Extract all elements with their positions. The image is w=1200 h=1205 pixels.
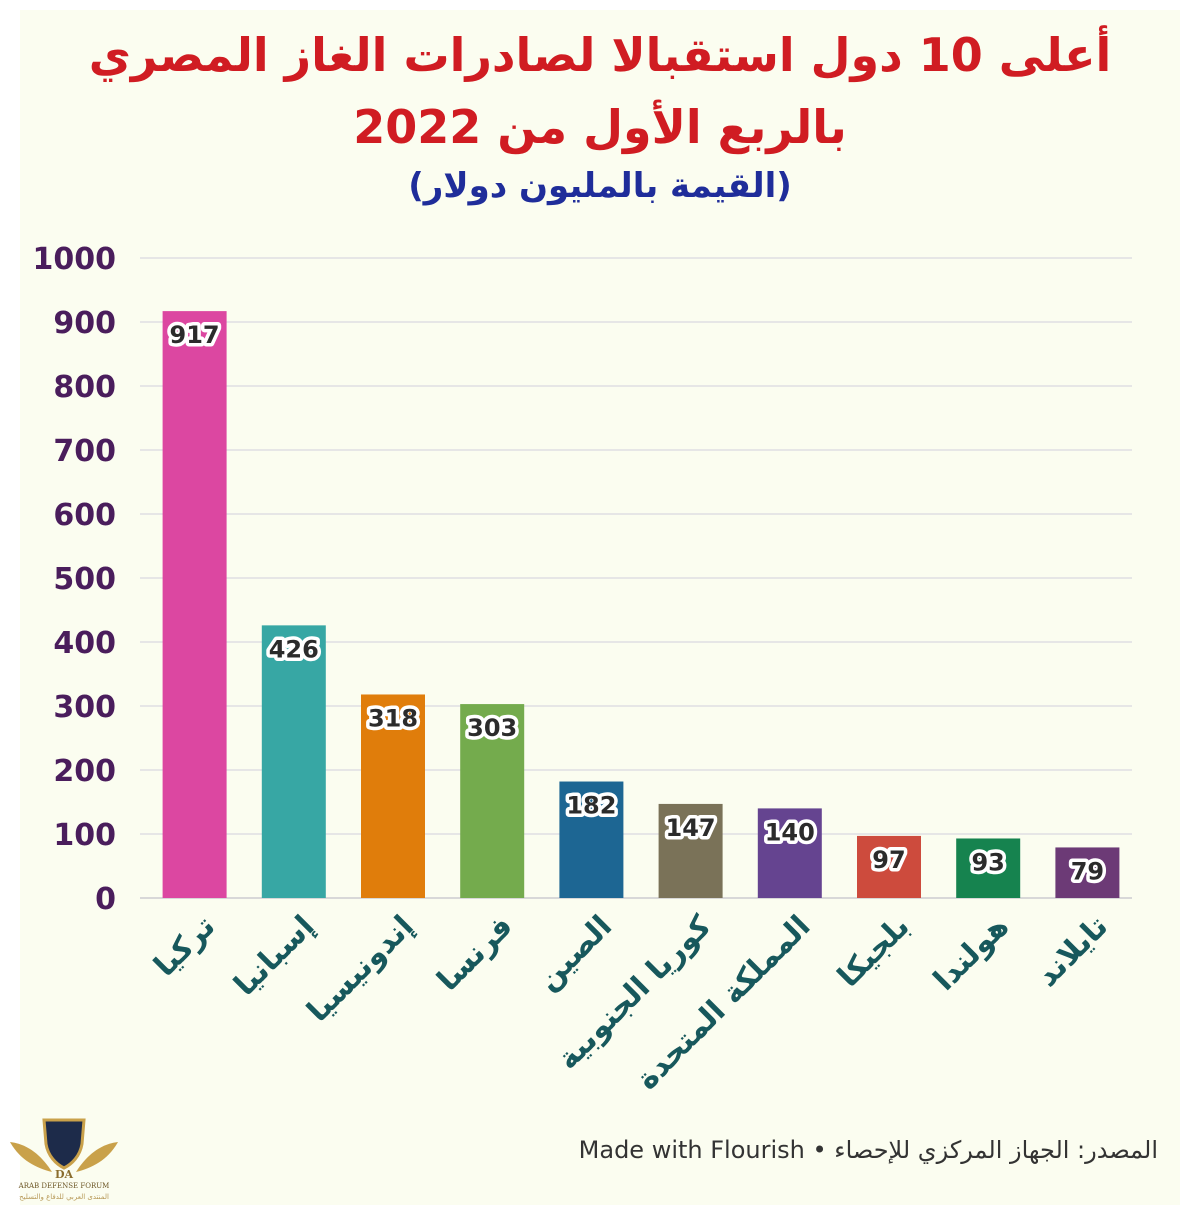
y-tick-label: 200 [53, 754, 116, 789]
x-tick-label: إندونيسيا [300, 909, 420, 1029]
y-tick-label: 500 [53, 562, 116, 597]
chart-footer: المصدر: الجهاز المركزي للإحصاء • Made wi… [579, 1136, 1158, 1164]
footer-separator: • [804, 1136, 835, 1164]
bar [956, 838, 1021, 898]
data-label-halo: 79 [1071, 857, 1104, 885]
data-label: 426 [269, 635, 319, 663]
x-tick-label: المملكة المتحدة [630, 909, 818, 1097]
logo-mark: DA [55, 1168, 74, 1181]
made-with-flourish-link[interactable]: Made with Flourish [578, 1136, 805, 1164]
y-tick-label: 400 [53, 626, 116, 661]
data-label: 97 [872, 846, 905, 874]
bar [261, 625, 326, 898]
data-label: 303 [467, 714, 517, 742]
x-tick-label: تركيا [147, 909, 222, 984]
x-tick-label: إسبانيا [227, 909, 321, 1003]
source-text: المصدر: الجهاز المركزي للإحصاء [834, 1136, 1158, 1164]
bar [361, 694, 425, 898]
bar [1055, 847, 1120, 898]
logo-text-en: ARAB DEFENSE FORUM [18, 1182, 110, 1190]
bar [857, 835, 921, 898]
x-tick-label: فرنسا [430, 909, 519, 998]
y-tick-label: 300 [53, 690, 116, 725]
y-tick-label: 100 [53, 818, 116, 853]
y-tick-label: 0 [95, 882, 116, 917]
y-tick-label: 1000 [33, 242, 117, 277]
data-label: 318 [368, 704, 418, 732]
y-tick-label: 700 [53, 434, 116, 469]
logo-text-ar: المنتدى العربي للدفاع والتسليح [19, 1193, 109, 1201]
y-tick-label: 600 [53, 498, 116, 533]
chart-title-line-1: أعلى 10 دول استقبالا لصادرات الغاز المصر… [88, 28, 1112, 82]
bar [460, 704, 525, 898]
data-label: 140 [765, 818, 815, 846]
data-label-halo: 182 [566, 792, 616, 820]
logo-left-wing [10, 1142, 52, 1172]
data-label-halo: 147 [666, 814, 716, 842]
chart-title-line-2: بالربع الأول من 2022 [353, 100, 847, 154]
logo-right-wing [76, 1142, 118, 1172]
bar [162, 311, 227, 898]
data-label: 917 [170, 321, 220, 349]
bar [559, 781, 624, 898]
x-tick-label: تايلاند [1030, 909, 1115, 994]
data-label: 147 [666, 814, 716, 842]
data-label-halo: 917 [170, 321, 220, 349]
data-label-halo: 93 [971, 848, 1004, 876]
data-label-halo: 97 [872, 846, 905, 874]
bar [658, 803, 723, 898]
data-label: 79 [1071, 857, 1104, 885]
x-tick-label: بلجيكا [831, 909, 917, 995]
data-label-halo: 318 [368, 704, 418, 732]
y-tick-label: 900 [53, 306, 116, 341]
data-label: 93 [971, 848, 1004, 876]
data-label-halo: 426 [269, 635, 319, 663]
logo-shield [42, 1118, 86, 1170]
data-label-halo: 303 [467, 714, 517, 742]
x-tick-label: هولندا [927, 909, 1016, 998]
arab-defense-forum-logo: DA ARAB DEFENSE FORUM المنتدى العربي للد… [10, 1118, 118, 1201]
y-tick-label: 800 [53, 370, 116, 405]
x-tick-label: الصين [530, 909, 619, 998]
chart-subtitle: (القيمة بالمليون دولار) [408, 166, 792, 206]
bar-chart: 01002003004005006007008009001000917917تر… [33, 242, 1132, 1097]
data-label: 182 [566, 792, 616, 820]
data-label-halo: 140 [765, 818, 815, 846]
bar [757, 808, 822, 898]
